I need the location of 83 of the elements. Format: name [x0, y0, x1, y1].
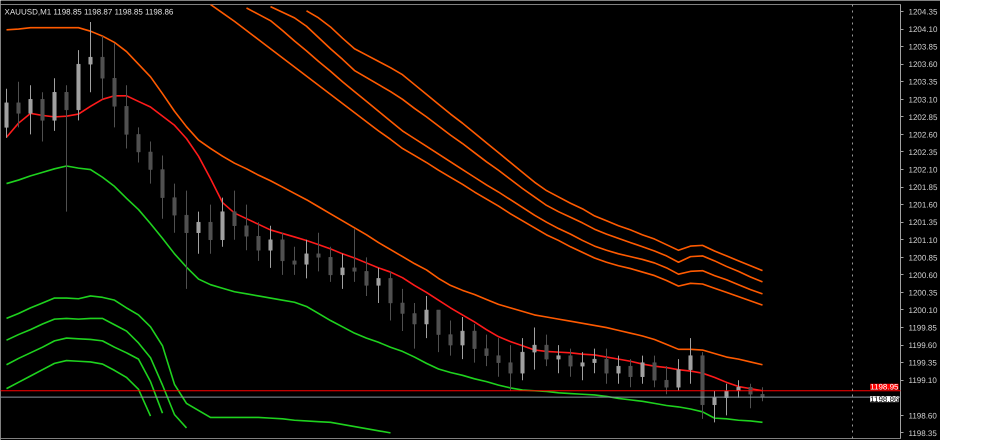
line-series	[6, 165, 764, 424]
candlestick	[544, 334, 549, 367]
candlestick	[172, 183, 177, 234]
ref-line-label: 1198.86	[870, 395, 900, 404]
candlestick	[676, 358, 681, 392]
candlestick	[28, 84, 33, 135]
y-tick-label: 1203.35	[908, 78, 938, 87]
y-tick-label: 1203.85	[908, 42, 938, 52]
y-tick-label: 1202.10	[908, 166, 938, 175]
candlestick	[400, 288, 405, 332]
candlestick	[256, 222, 261, 262]
y-tick-label: 1200.60	[908, 270, 938, 280]
y-tick-label: 1201.60	[908, 200, 938, 210]
candlestick	[148, 140, 153, 184]
candlestick	[184, 190, 189, 290]
line-series	[6, 295, 392, 434]
candlestick	[16, 81, 21, 128]
candlestick	[508, 344, 513, 392]
candlestick	[604, 348, 609, 384]
candlestick	[640, 355, 645, 384]
candlestick	[592, 348, 597, 374]
candlestick	[268, 225, 273, 268]
y-tick-label: 1199.10	[908, 376, 938, 386]
y-tick-label: 1198.60	[908, 411, 938, 420]
candlestick	[496, 338, 501, 378]
y-tick-label: 1198.35	[908, 428, 938, 438]
line-series	[6, 360, 152, 417]
y-tick-label: 1204.35	[908, 8, 938, 17]
y-tick-label: 1202.85	[908, 112, 938, 122]
candlestick	[472, 324, 477, 364]
y-tick-label: 1202.60	[908, 130, 938, 140]
candlestick	[328, 246, 333, 282]
candlestick	[616, 355, 621, 384]
ref-line-label: 1198.95	[870, 382, 900, 392]
candlestick	[448, 320, 453, 356]
chart-title: XAUUSD,M1 1198.85 1198.87 1198.85 1198.86	[4, 8, 174, 16]
candlestick	[412, 302, 417, 350]
y-tick-label: 1201.85	[908, 183, 938, 192]
candlestick	[88, 22, 93, 93]
candlestick	[136, 126, 141, 164]
candlestick	[64, 84, 69, 212]
candlestick	[556, 344, 561, 374]
candlestick	[352, 228, 357, 282]
candlestick	[280, 232, 285, 276]
y-tick-label: 1199.35	[908, 358, 938, 368]
candlestick	[712, 390, 717, 423]
candlestick	[376, 267, 381, 304]
line-series	[6, 337, 164, 414]
candlestick	[628, 358, 633, 388]
candlestick	[664, 366, 669, 395]
candlestick	[688, 338, 693, 384]
candlestick	[316, 232, 321, 272]
y-tick-label: 1199.85	[908, 324, 938, 333]
y-tick-label: 1199.60	[908, 341, 938, 350]
y-tick-label: 1202.35	[908, 148, 938, 157]
candlestick	[580, 352, 585, 381]
y-tick-label: 1201.35	[908, 218, 938, 228]
candlestick	[100, 36, 105, 100]
y-tick-label: 1200.10	[908, 306, 938, 315]
candlestick	[244, 204, 249, 251]
candlestick	[424, 295, 429, 339]
candlestick	[208, 204, 213, 254]
candlestick	[364, 256, 369, 296]
candlestick	[292, 246, 297, 276]
candlestick	[340, 253, 345, 290]
y-tick-label: 1201.10	[908, 236, 938, 245]
candlestick	[484, 334, 489, 367]
candlestick	[196, 211, 201, 254]
line-series	[6, 318, 188, 429]
candlestick	[232, 190, 237, 240]
candlestick	[520, 338, 525, 381]
candlestick	[568, 348, 573, 378]
candlestick	[460, 316, 465, 360]
candlestick	[532, 327, 537, 370]
y-tick-label: 1200.85	[908, 253, 938, 262]
candlestick	[652, 355, 657, 388]
y-tick-label: 1204.10	[908, 25, 938, 34]
y-tick-label: 1203.10	[908, 95, 938, 104]
candlestick	[304, 239, 309, 279]
line-series	[6, 26, 764, 366]
y-tick-label: 1200.35	[908, 288, 938, 298]
candlestick	[40, 92, 45, 142]
y-tick-label: 1203.60	[908, 60, 938, 70]
